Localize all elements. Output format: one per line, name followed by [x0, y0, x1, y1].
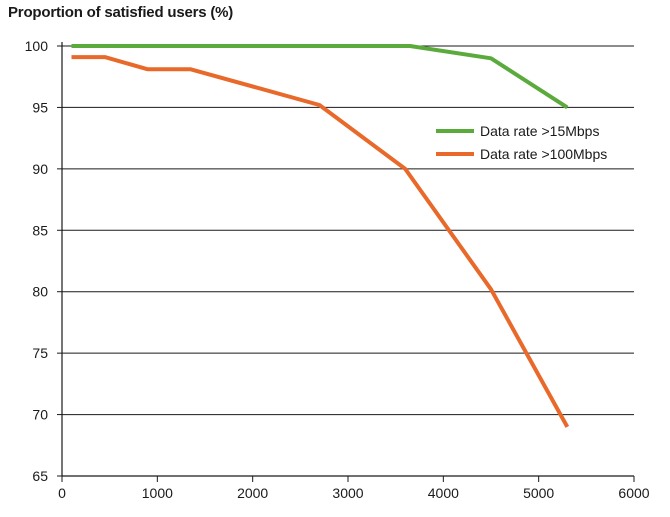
x-tick-label-3000: 3000	[332, 485, 363, 501]
y-tick-label-100: 100	[25, 38, 49, 54]
series-lines	[71, 44, 570, 428]
legend-label-2: Data rate >100Mbps	[480, 146, 607, 162]
y-tick-label-80: 80	[32, 284, 48, 300]
y-tick-label-65: 65	[32, 468, 48, 484]
x-tick-label-1000: 1000	[142, 485, 173, 501]
x-tick-label-6000: 6000	[618, 485, 649, 501]
legend: Data rate >15Mbps Data rate >100Mbps	[436, 123, 607, 162]
y-tick-label-70: 70	[32, 407, 48, 423]
y-tick-label-85: 85	[32, 222, 48, 238]
x-tick-label-2000: 2000	[237, 485, 268, 501]
grid-lines	[62, 45, 634, 416]
x-tick-label-5000: 5000	[523, 485, 554, 501]
legend-label-1: Data rate >15Mbps	[480, 123, 599, 139]
series-line-1	[71, 44, 569, 110]
y-tick-label-90: 90	[32, 161, 48, 177]
x-tick-label-4000: 4000	[428, 485, 459, 501]
chart-title: Proportion of satisfied users (%)	[8, 4, 234, 21]
series-line-2	[71, 55, 570, 428]
y-tick-label-95: 95	[32, 99, 48, 115]
y-tick-label-75: 75	[32, 345, 48, 361]
x-tick-label-0: 0	[58, 485, 66, 501]
